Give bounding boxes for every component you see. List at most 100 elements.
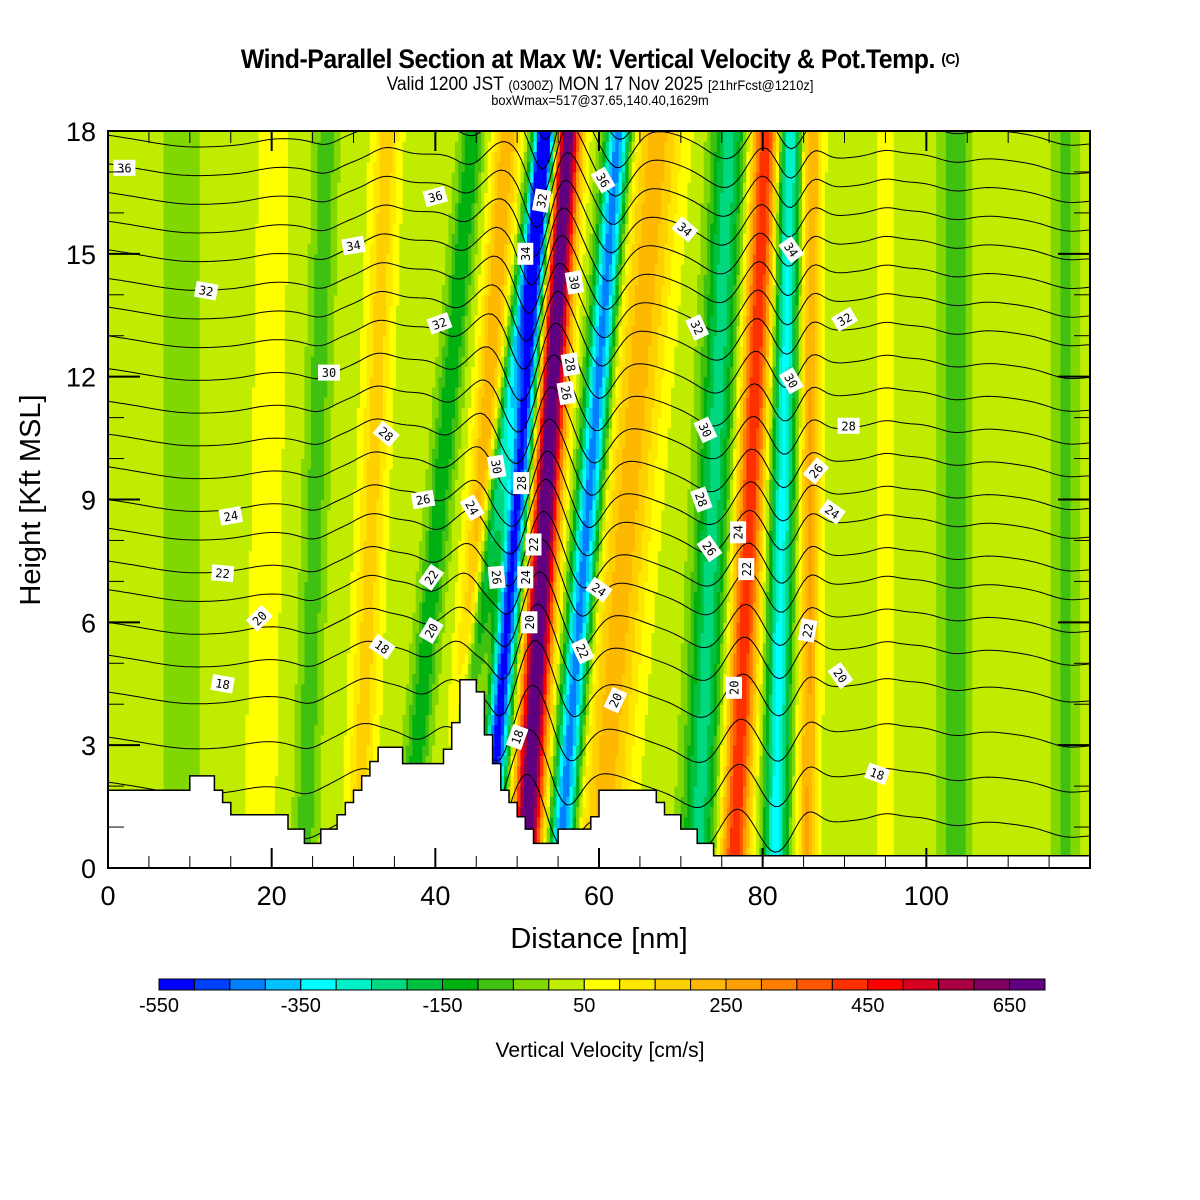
w-cell [540, 448, 544, 460]
w-cell [533, 653, 544, 664]
w-cell [523, 427, 528, 439]
w-cell [513, 683, 518, 695]
w-cell [693, 806, 705, 818]
w-cell [320, 786, 345, 797]
w-cell [736, 407, 741, 419]
w-cell [320, 571, 328, 582]
w-cell [965, 427, 973, 439]
w-cell [946, 653, 967, 664]
w-cell [536, 827, 541, 838]
w-cell [746, 673, 751, 685]
w-cell [435, 734, 449, 746]
w-cell [419, 642, 433, 654]
w-cell [965, 796, 973, 808]
w-cell [936, 499, 947, 511]
w-cell [500, 540, 505, 552]
w-cell [720, 438, 724, 449]
w-cell [553, 796, 558, 808]
w-cell [946, 601, 967, 613]
w-cell [746, 417, 751, 429]
w-cell [543, 816, 548, 828]
w-cell [248, 683, 279, 695]
w-cell [792, 724, 796, 736]
w-cell [330, 499, 355, 511]
w-cell [1050, 448, 1062, 460]
w-cell [507, 489, 512, 501]
w-cell [801, 612, 806, 623]
w-cell [690, 816, 695, 828]
w-cell [386, 601, 417, 613]
w-cell [792, 683, 796, 695]
w-cell [759, 765, 764, 777]
w-cell [720, 622, 724, 634]
w-cell [775, 520, 780, 531]
w-cell [801, 591, 806, 603]
w-cell [749, 612, 754, 623]
w-cell [513, 581, 518, 593]
w-cell [972, 796, 1052, 808]
w-cell [592, 734, 600, 746]
w-cell [556, 694, 561, 705]
w-cell [504, 591, 508, 603]
w-cell [779, 714, 783, 726]
w-cell [726, 694, 731, 705]
w-cell [808, 827, 813, 838]
w-cell [438, 673, 453, 685]
w-cell [801, 827, 806, 838]
w-cell [716, 560, 721, 572]
w-cell [428, 714, 436, 726]
w-cell [563, 520, 567, 531]
w-cell [811, 550, 816, 562]
w-cell [749, 724, 754, 736]
w-cell [281, 479, 302, 490]
w-cell [792, 816, 796, 828]
w-cell [1060, 509, 1071, 521]
w-cell [674, 796, 682, 808]
w-cell [451, 448, 456, 460]
w-cell [1080, 827, 1090, 838]
w-cell [579, 683, 584, 695]
w-cell [477, 591, 482, 603]
w-cell [556, 714, 561, 726]
w-cell [556, 653, 561, 664]
w-cell [801, 653, 806, 664]
w-cell [517, 407, 522, 419]
w-cell [540, 765, 544, 777]
w-cell [759, 734, 764, 746]
w-cell [818, 489, 823, 501]
w-cell [752, 560, 757, 572]
w-cell [553, 560, 558, 572]
w-cell [252, 427, 286, 439]
w-cell [769, 663, 774, 675]
w-cell [549, 694, 554, 705]
w-cell [304, 612, 319, 623]
w-cell [808, 427, 813, 439]
w-cell [297, 816, 315, 828]
w-cell [792, 612, 796, 623]
w-cell [432, 499, 446, 511]
w-cell [877, 530, 895, 541]
w-cell [749, 427, 757, 439]
w-cell [314, 816, 322, 828]
w-cell [769, 530, 774, 541]
w-cell [356, 765, 368, 777]
w-cell [507, 765, 512, 777]
w-cell [592, 499, 597, 511]
w-cell [500, 458, 512, 470]
w-cell [644, 745, 679, 756]
w-cell [599, 622, 603, 634]
w-cell [108, 479, 165, 490]
w-cell [602, 509, 607, 521]
w-cell [484, 509, 489, 521]
w-cell [693, 601, 701, 613]
w-cell [520, 755, 525, 767]
w-cell [700, 694, 711, 705]
w-cell [648, 550, 659, 562]
w-cell [690, 694, 695, 705]
w-cell [733, 489, 738, 501]
w-cell [795, 786, 800, 797]
w-cell [726, 612, 731, 623]
w-cell [729, 663, 734, 675]
w-cell [1050, 520, 1062, 531]
w-cell [353, 530, 361, 541]
